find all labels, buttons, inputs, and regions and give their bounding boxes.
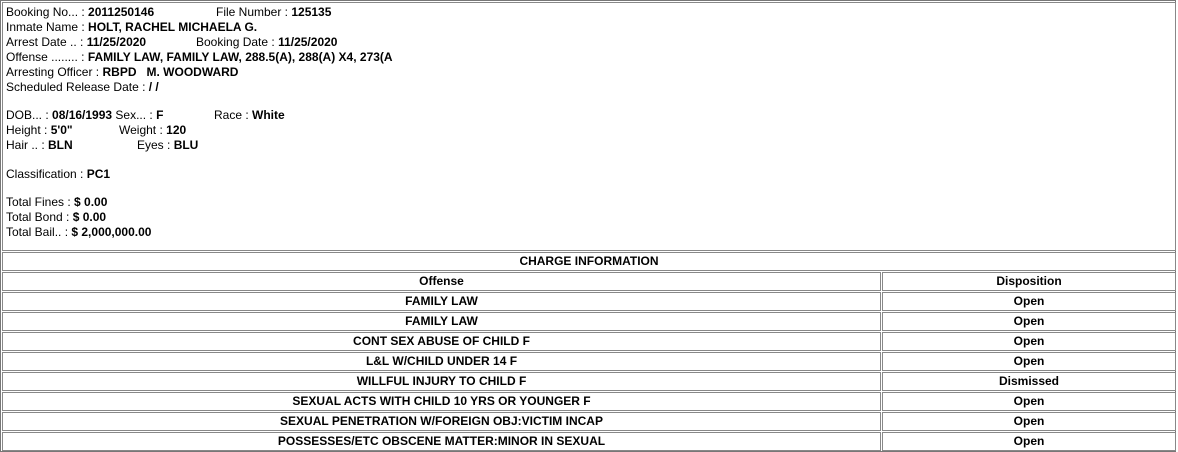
charge-disposition: Open <box>882 292 1176 311</box>
bail-line: Total Bail.. : $ 2,000,000.00 <box>6 225 1172 240</box>
dates-line: Arrest Date .. : 11/25/2020 Booking Date… <box>6 35 1172 50</box>
charge-disposition: Open <box>882 332 1176 351</box>
charge-offense: SEXUAL PENETRATION W/FOREIGN OBJ:VICTIM … <box>2 412 881 431</box>
charge-offense: WILLFUL INJURY TO CHILD F <box>2 372 881 391</box>
hair-line: Hair .. : BLN Eyes : BLU <box>6 138 1172 153</box>
offense-label: Offense ........ : <box>6 50 88 64</box>
charge-row: WILLFUL INJURY TO CHILD F Dismissed <box>2 372 1176 391</box>
charge-offense: CONT SEX ABUSE OF CHILD F <box>2 332 881 351</box>
dob-label: DOB... : <box>6 108 53 122</box>
inmate-info-panel: Booking No... : 2011250146 File Number :… <box>2 2 1176 251</box>
name-line: Inmate Name : HOLT, RACHEL MICHAELA G. <box>6 20 1172 35</box>
charge-row: L&L W/CHILD UNDER 14 F Open <box>2 352 1176 371</box>
charge-disposition: Open <box>882 352 1176 371</box>
height-label: Height : <box>6 123 51 137</box>
offense-column-header: Offense <box>2 272 881 291</box>
fines-label: Total Fines : <box>6 195 75 209</box>
sex-value: F <box>156 108 164 122</box>
file-number-value: 125135 <box>291 5 332 19</box>
bail-label: Total Bail.. : <box>6 225 72 239</box>
booking-no-label: Booking No... : <box>6 5 89 19</box>
arrest-date-value: 11/25/2020 <box>86 35 147 49</box>
charge-information-title: CHARGE INFORMATION <box>2 252 1176 271</box>
charge-title-row: CHARGE INFORMATION <box>2 252 1176 271</box>
charge-row: FAMILY LAW Open <box>2 292 1176 311</box>
release-label: Scheduled Release Date : <box>6 80 149 94</box>
classification-label: Classification : <box>6 167 87 181</box>
charge-disposition: Open <box>882 432 1176 451</box>
dob-line: DOB... : 08/16/1993 Sex... : F Race : Wh… <box>6 108 1172 123</box>
disposition-column-header: Disposition <box>882 272 1176 291</box>
charge-disposition: Open <box>882 312 1176 331</box>
booking-no-value: 2011250146 <box>88 5 155 19</box>
weight-value: 120 <box>166 123 187 137</box>
bond-line: Total Bond : $ 0.00 <box>6 210 1172 225</box>
booking-line: Booking No... : 2011250146 File Number :… <box>6 5 1172 20</box>
classification-value: PC1 <box>86 167 111 181</box>
offense-line: Offense ........ : FAMILY LAW, FAMILY LA… <box>6 50 1172 65</box>
charge-offense: FAMILY LAW <box>2 312 881 331</box>
charge-disposition: Open <box>882 392 1176 411</box>
fines-value: $ 0.00 <box>74 195 108 209</box>
height-value: 5'0" <box>50 123 73 137</box>
charge-offense: POSSESSES/ETC OBSCENE MATTER:MINOR IN SE… <box>2 432 881 451</box>
weight-label: Weight : <box>119 123 167 137</box>
release-line: Scheduled Release Date : / / <box>6 80 1172 95</box>
bond-label: Total Bond : <box>6 210 73 224</box>
officer-value: RBPD M. WOODWARD <box>102 65 239 79</box>
charge-disposition: Dismissed <box>882 372 1176 391</box>
name-label: Inmate Name : <box>6 20 89 34</box>
classification-line: Classification : PC1 <box>6 167 1172 182</box>
bond-value: $ 0.00 <box>72 210 107 224</box>
eyes-value: BLU <box>173 138 199 152</box>
charge-disposition: Open <box>882 412 1176 431</box>
charge-offense: SEXUAL ACTS WITH CHILD 10 YRS OR YOUNGER… <box>2 392 881 411</box>
hair-value: BLN <box>48 138 73 152</box>
height-line: Height : 5'0" Weight : 120 <box>6 123 1172 138</box>
eyes-label: Eyes : <box>137 138 174 152</box>
release-value: / / <box>148 80 159 94</box>
dob-value: 08/16/1993 <box>52 108 113 122</box>
charge-row: CONT SEX ABUSE OF CHILD F Open <box>2 332 1176 351</box>
file-number-label: File Number : <box>216 5 292 19</box>
race-label: Race : <box>214 108 253 122</box>
charge-row: POSSESSES/ETC OBSCENE MATTER:MINOR IN SE… <box>2 432 1176 451</box>
charge-header-row: Offense Disposition <box>2 272 1176 291</box>
fines-line: Total Fines : $ 0.00 <box>6 195 1172 210</box>
officer-line: Arresting Officer : RBPD M. WOODWARD <box>6 65 1172 80</box>
name-value: HOLT, RACHEL MICHAELA G. <box>88 20 258 34</box>
arrest-date-label: Arrest Date .. : <box>6 35 87 49</box>
charge-row: FAMILY LAW Open <box>2 312 1176 331</box>
offense-value: FAMILY LAW, FAMILY LAW, 288.5(A), 288(A)… <box>87 50 393 64</box>
hair-label: Hair .. : <box>6 138 49 152</box>
charge-offense: L&L W/CHILD UNDER 14 F <box>2 352 881 371</box>
charge-offense: FAMILY LAW <box>2 292 881 311</box>
charge-row: SEXUAL ACTS WITH CHILD 10 YRS OR YOUNGER… <box>2 392 1176 411</box>
charge-row: SEXUAL PENETRATION W/FOREIGN OBJ:VICTIM … <box>2 412 1176 431</box>
booking-date-label: Booking Date : <box>196 35 279 49</box>
booking-date-value: 11/25/2020 <box>278 35 338 49</box>
bail-value: $ 2,000,000.00 <box>71 225 152 239</box>
race-value: White <box>252 108 285 122</box>
officer-label: Arresting Officer : <box>6 65 103 79</box>
sex-label: Sex... : <box>112 108 157 122</box>
